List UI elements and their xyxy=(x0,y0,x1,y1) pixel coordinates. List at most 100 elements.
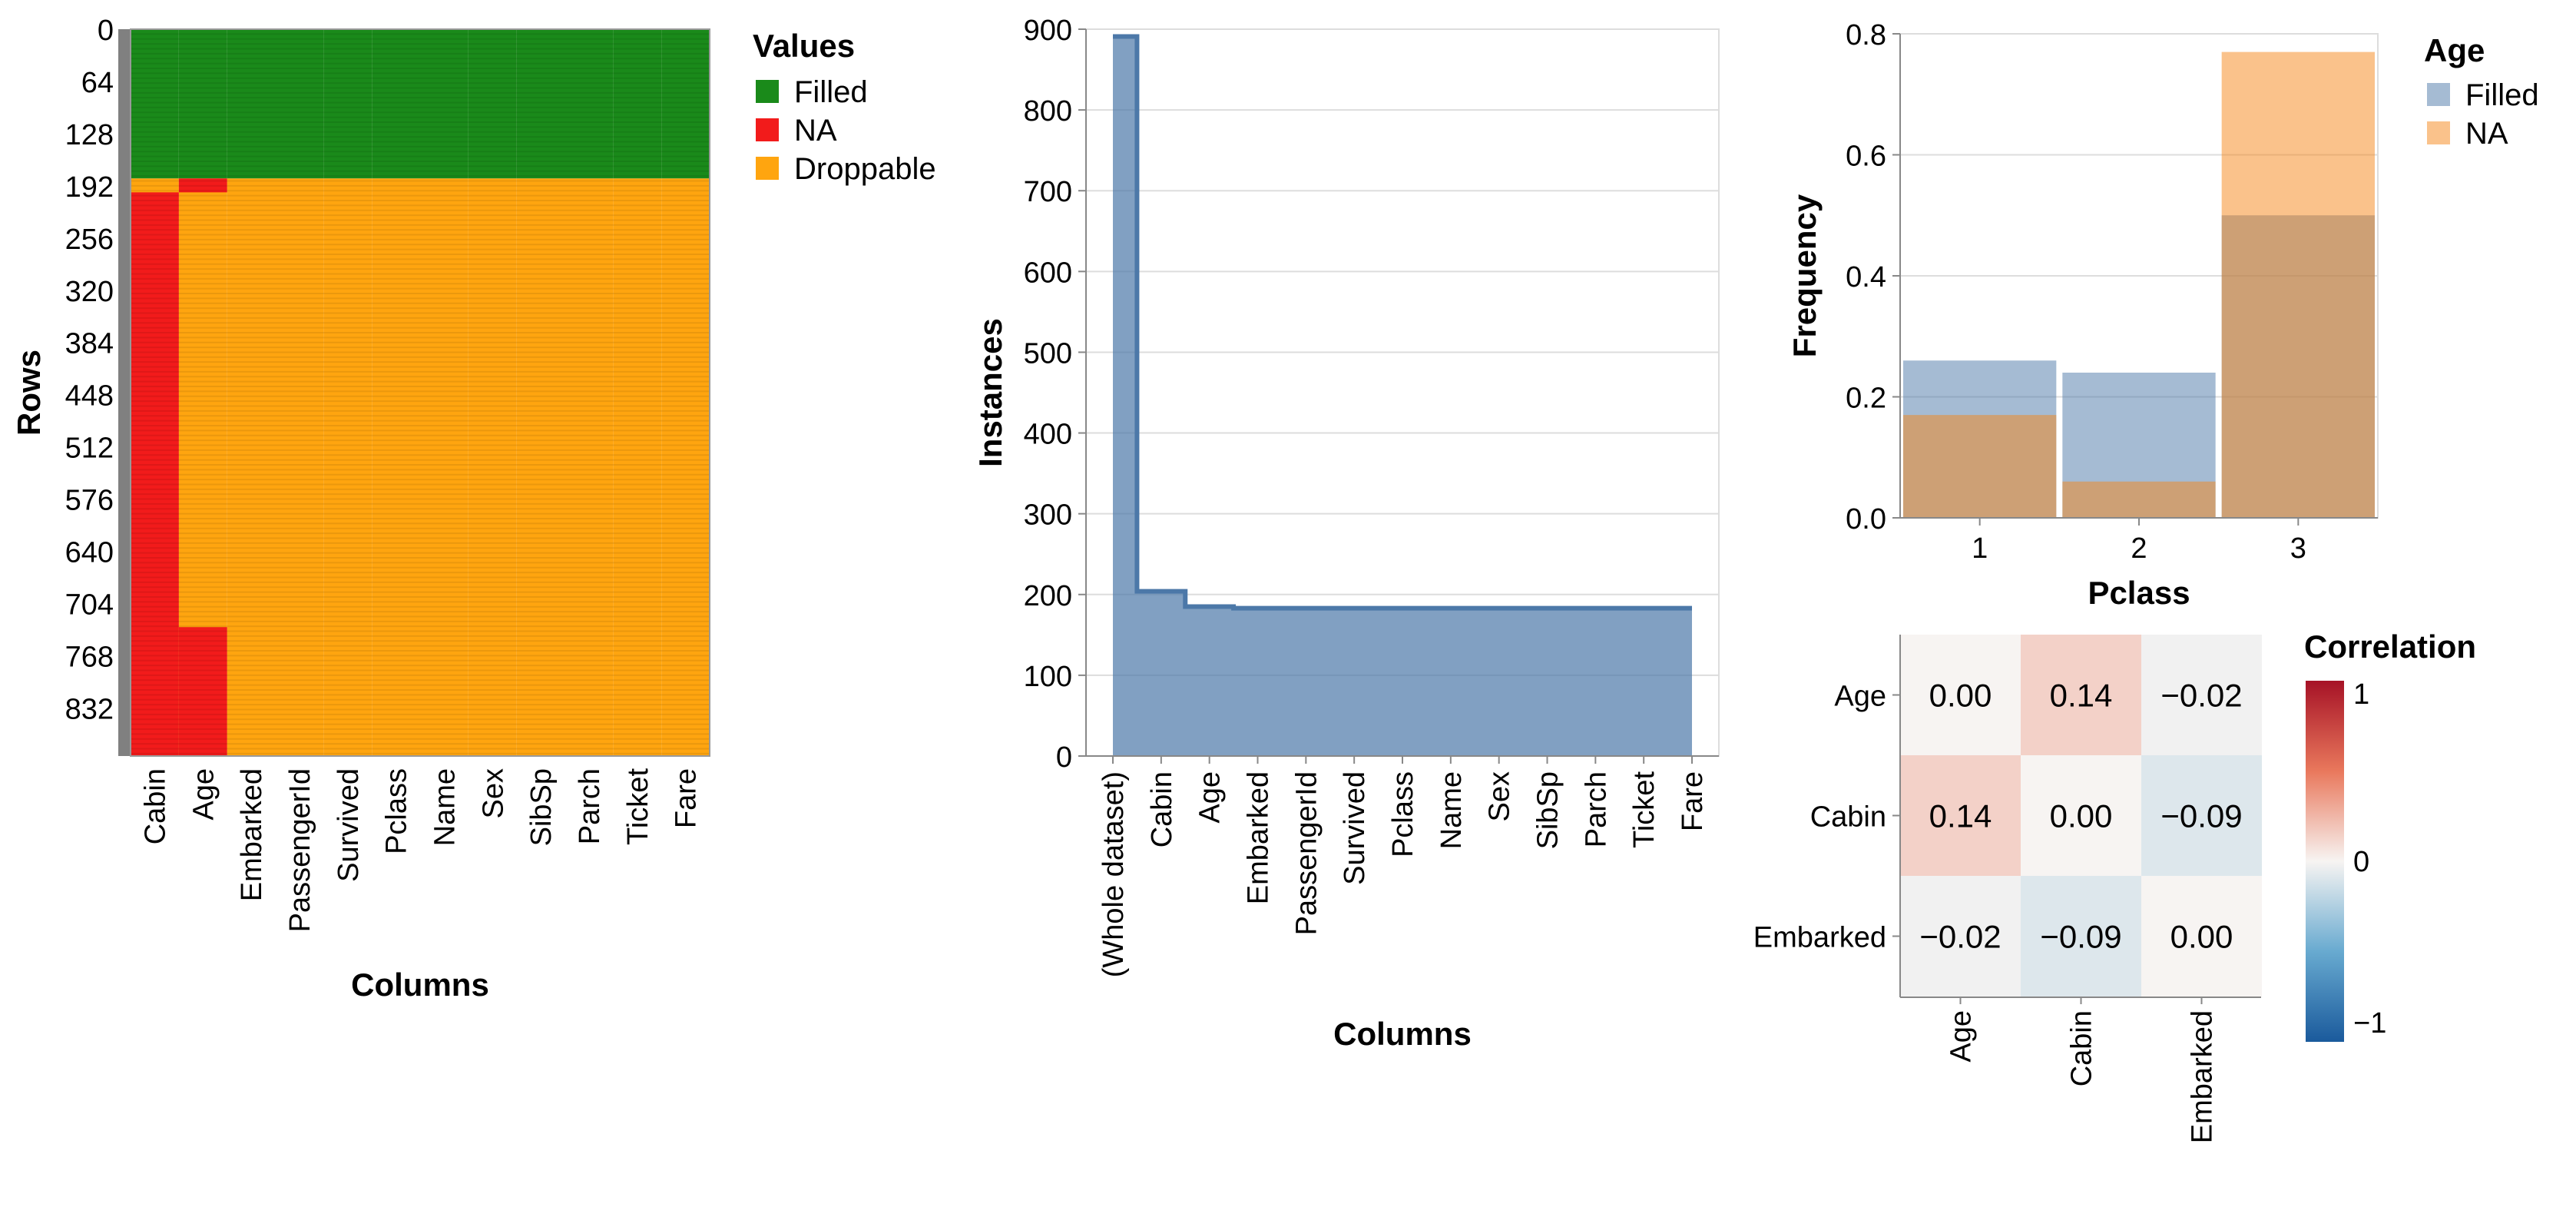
correlation-cell-label: 0.00 xyxy=(2050,798,2113,834)
instances-x-axis-title: Columns xyxy=(1333,1016,1472,1052)
instances-y-tick: 500 xyxy=(1024,337,1072,370)
matrix-column-tick-fare: Fare xyxy=(670,768,703,828)
frequency-x-ticks: 1 2 3 xyxy=(1972,518,2306,565)
matrix-cell-age-filled xyxy=(178,29,227,179)
correlation-column-tick-age: Age xyxy=(1945,1010,1978,1063)
matrix-x-axis-title: Columns xyxy=(351,967,489,1003)
matrix-cell-name-droppable xyxy=(420,178,469,757)
matrix-legend-title: Values xyxy=(753,28,855,64)
matrix-row-ticks: 0 64 128 192 256 320 384 448 512 576 640 704 768 832 xyxy=(65,15,114,725)
instances-x-tick-cabin: Cabin xyxy=(1146,771,1178,847)
frequency-x-tick-1: 1 xyxy=(1972,532,1988,565)
matrix-cell-sex-filled xyxy=(468,29,517,179)
matrix-cell-passengerid-droppable xyxy=(275,178,324,757)
correlation-cell-label: 0.00 xyxy=(2170,919,2233,955)
correlation-cell-age-cabin xyxy=(2021,635,2141,755)
frequency-bar-na-1 xyxy=(1903,415,2057,518)
matrix-cell-cabin-na-0 xyxy=(131,192,179,756)
matrix-column-tick-pclass: Pclass xyxy=(381,768,413,854)
legend-swatch-na xyxy=(756,118,779,141)
correlation-column-tick-cabin: Cabin xyxy=(2066,1010,2098,1086)
instances-x-tick-age: Age xyxy=(1194,771,1227,824)
correlation-cell-label: 0.14 xyxy=(1929,798,1992,834)
correlation-cell-label: −0.02 xyxy=(1919,919,2001,955)
correlation-legend-tick-min: −1 xyxy=(2353,1007,2386,1040)
frequency-y-tick: 0.6 xyxy=(1846,141,1886,173)
matrix-row-tick: 704 xyxy=(65,589,114,621)
matrix-cell-survived-filled xyxy=(323,29,372,179)
matrix-column-tick-name: Name xyxy=(429,768,461,846)
instances-x-tick-survived: Survived xyxy=(1339,771,1371,885)
matrix-cell-parch-filled xyxy=(565,29,614,179)
matrix-column-tick-parch: Parch xyxy=(574,768,606,844)
matrix-row-tick: 576 xyxy=(65,485,114,517)
matrix-row-tick: 64 xyxy=(81,67,114,99)
frequency-x-tick-2: 2 xyxy=(2131,532,2147,565)
frequency-y-tick: 0.4 xyxy=(1846,261,1886,293)
correlation-cells: 0.00 0.14 −0.02 0.14 0.00 −0.09 −0.02 −0.09 0.00 xyxy=(1900,635,2262,997)
frequency-legend-title: Age xyxy=(2424,32,2485,68)
correlation-row-ticks: Age Cabin Embarked xyxy=(1753,681,1900,954)
frequency-y-tick: 0.2 xyxy=(1846,383,1886,415)
instances-x-tick-name: Name xyxy=(1435,771,1468,849)
correlation-cell-cabin-age xyxy=(1900,755,2021,876)
matrix-legend: Values Filled NA Droppable xyxy=(753,28,936,186)
matrix-cell-embarked-droppable xyxy=(227,178,276,757)
matrix-cell-sibsp-droppable xyxy=(516,178,565,757)
matrix-cells xyxy=(131,29,710,757)
matrix-cell-pclass-filled xyxy=(372,29,420,179)
legend-swatch-age-filled xyxy=(2427,83,2450,106)
legend-label-droppable: Droppable xyxy=(794,152,936,186)
correlation-legend: Correlation 1 0 −1 xyxy=(2304,628,2476,1042)
matrix-row-tick: 512 xyxy=(65,433,114,465)
matrix-cell-age-na-1 xyxy=(178,178,227,193)
legend-swatch-filled xyxy=(756,80,779,103)
matrix-row-tick: 128 xyxy=(65,119,114,151)
instances-x-tick-fare: Fare xyxy=(1677,771,1709,831)
correlation-row-tick-age: Age xyxy=(1834,681,1886,713)
instances-y-tick: 600 xyxy=(1024,257,1072,289)
matrix-row-lines xyxy=(131,28,710,754)
matrix-cell-embarked-filled xyxy=(227,29,276,179)
matrix-cell-pclass-droppable xyxy=(372,178,420,757)
instances-x-tick-embarked: Embarked xyxy=(1243,771,1275,904)
instances-y-tick: 300 xyxy=(1024,499,1072,532)
matrix-row-tick: 384 xyxy=(65,328,114,360)
correlation-cell-label: −0.02 xyxy=(2160,678,2242,714)
instances-y-tick: 200 xyxy=(1024,580,1072,612)
pclass-frequency-chart: 0.0 0.2 0.4 0.6 0.8 1 2 3 Pclass Frequency Age… xyxy=(1786,19,2539,611)
matrix-row-tick: 448 xyxy=(65,380,114,413)
matrix-row-tick: 832 xyxy=(65,693,114,725)
instances-step-line xyxy=(1113,34,1692,611)
instances-y-axis-title: Instances xyxy=(972,318,1008,467)
matrix-cell-survived-droppable xyxy=(323,178,372,757)
matrix-column-ticks: Cabin Age Embarked PassengerId Survived Pclas… xyxy=(139,768,702,933)
legend-label-age-filled: Filled xyxy=(2465,78,2539,112)
matrix-cell-ticket-filled xyxy=(613,29,662,179)
matrix-cell-parch-droppable xyxy=(565,178,614,757)
legend-label-na: NA xyxy=(794,114,837,148)
correlation-cell-embarked-embarked xyxy=(2141,876,2262,997)
instances-y-tick: 800 xyxy=(1024,95,1072,128)
frequency-y-axis-title: Frequency xyxy=(1786,194,1823,357)
instances-x-tick-ticket: Ticket xyxy=(1628,771,1660,848)
frequency-x-tick-3: 3 xyxy=(2290,532,2306,565)
legend-swatch-droppable xyxy=(756,157,779,180)
legend-label-age-na: NA xyxy=(2465,117,2508,151)
matrix-row-tick: 256 xyxy=(65,224,114,256)
matrix-column-tick-cabin: Cabin xyxy=(139,768,171,844)
correlation-cell-cabin-embarked xyxy=(2141,755,2262,876)
correlation-cell-age-age xyxy=(1900,635,2021,755)
instances-x-tick-whole-dataset: (Whole dataset) xyxy=(1098,771,1130,977)
matrix-column-tick-passengerid: PassengerId xyxy=(284,768,316,932)
frequency-bar-na-2 xyxy=(2062,481,2216,518)
matrix-row-gutter xyxy=(118,29,131,756)
matrix-cell-cabin-filled xyxy=(131,29,179,179)
instances-x-tick-passengerid: PassengerId xyxy=(1290,771,1323,935)
matrix-cell-sex-droppable xyxy=(468,178,517,757)
correlation-column-ticks: Age Cabin Embarked xyxy=(1945,997,2219,1143)
correlation-cell-age-embarked xyxy=(2141,635,2262,755)
frequency-x-axis-title: Pclass xyxy=(2088,575,2190,611)
frequency-bar-na-3 xyxy=(2221,51,2375,518)
